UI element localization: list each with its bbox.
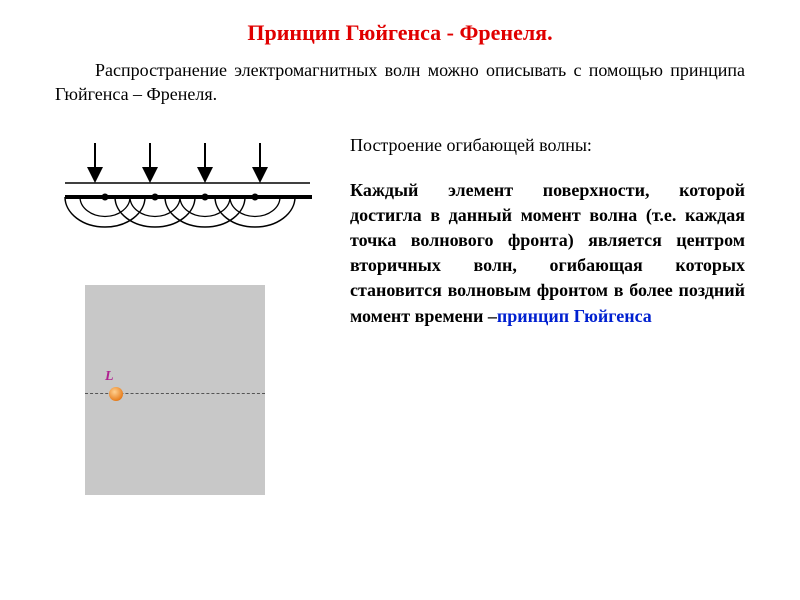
source-label: L <box>105 369 114 385</box>
right-column: Построение огибающей волны: Каждый элеме… <box>350 135 745 495</box>
left-column: L <box>55 135 320 495</box>
page-title: Принцип Гюйгенса - Френеля. <box>55 20 745 46</box>
highlight-term: принцип Гюйгенса <box>497 306 652 326</box>
principle-text: Каждый элемент поверхности, которой дост… <box>350 178 745 329</box>
source-point <box>109 387 123 401</box>
body-main: Каждый элемент поверхности, которой дост… <box>350 180 745 326</box>
content-row: L Построение огибающей волны: Каждый эле… <box>55 135 745 495</box>
subtitle: Построение огибающей волны: <box>350 135 745 156</box>
huygens-diagram <box>55 135 325 255</box>
wave-source-diagram: L <box>85 285 265 495</box>
title-text: Принцип Гюйгенса - Френеля. <box>247 20 552 45</box>
intro-paragraph: Распространение электромагнитных волн мо… <box>55 58 745 107</box>
